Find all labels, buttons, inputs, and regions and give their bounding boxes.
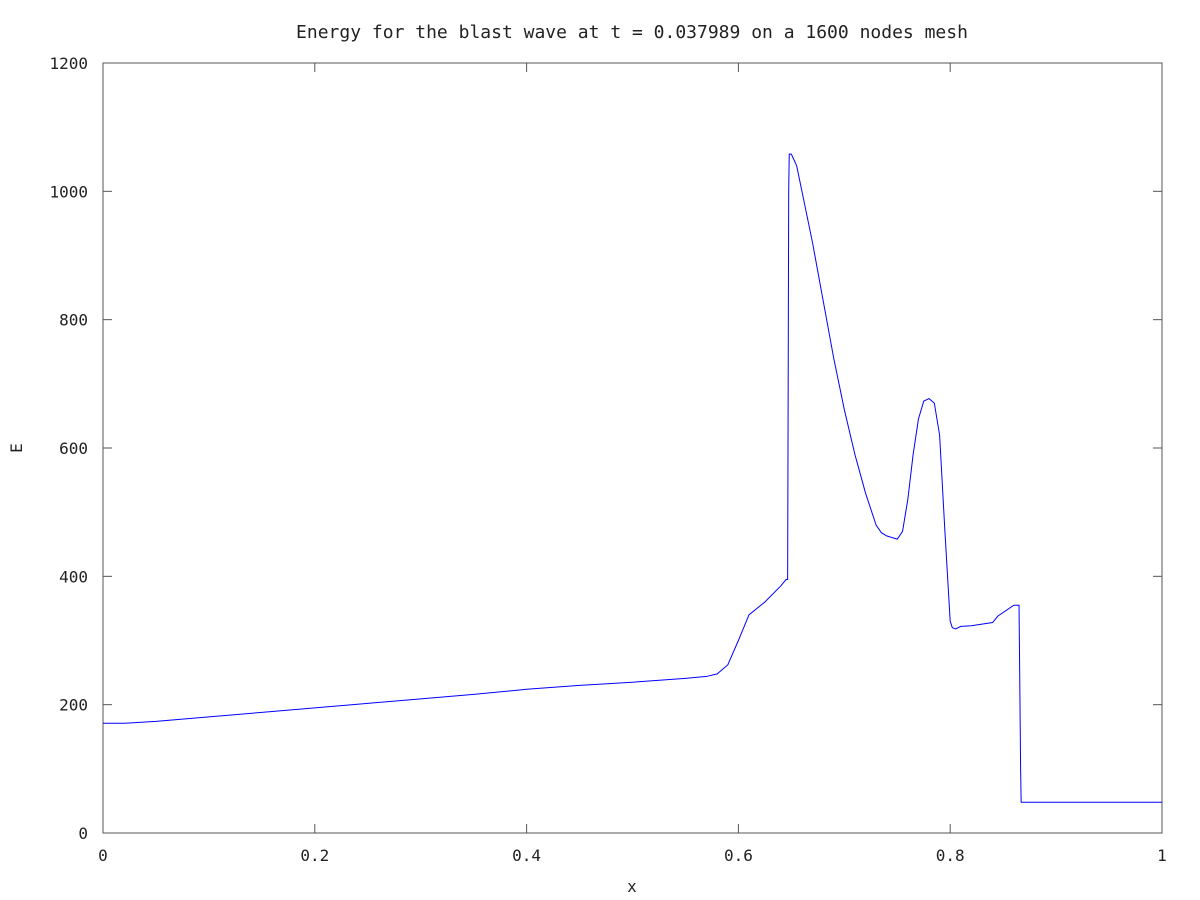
y-tick-label: 1200	[49, 54, 88, 73]
x-tick-label: 0	[98, 846, 108, 865]
y-tick-label: 400	[59, 567, 88, 586]
x-axis-label: x	[627, 877, 637, 896]
energy-series-line	[103, 153, 1162, 803]
y-tick-label: 0	[78, 824, 88, 843]
y-tick-label: 200	[59, 696, 88, 715]
x-tick-label: 0.2	[300, 846, 329, 865]
y-tick-label: 1000	[49, 182, 88, 201]
y-axis-label: E	[7, 443, 26, 453]
plot-frame	[102, 62, 1163, 834]
x-tick-label: 0.8	[936, 846, 965, 865]
x-tick-label: 0.6	[724, 846, 753, 865]
x-tick-label: 1	[1157, 846, 1167, 865]
y-tick-label: 800	[59, 311, 88, 330]
chart-title: Energy for the blast wave at t = 0.03798…	[296, 22, 968, 43]
y-tick-label: 600	[59, 439, 88, 458]
x-tick-label: 0.4	[512, 846, 541, 865]
